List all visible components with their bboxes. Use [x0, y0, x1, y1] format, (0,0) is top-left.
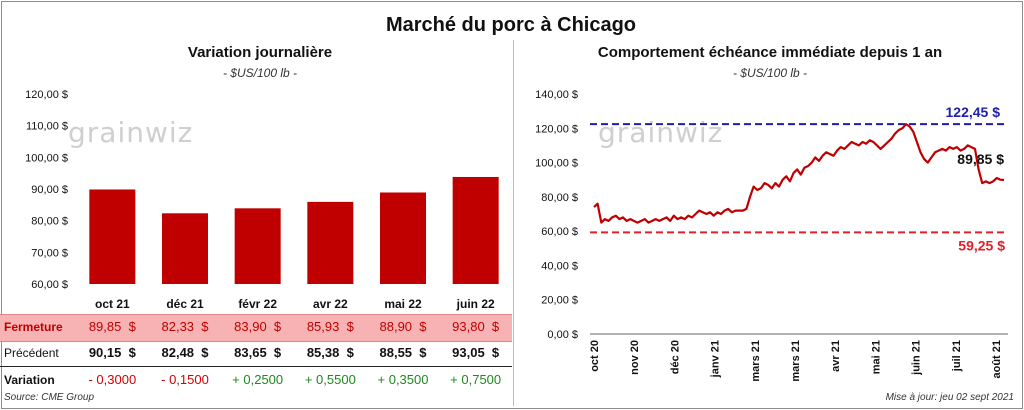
main-title: Marché du porc à Chicago	[385, 14, 637, 36]
y-tick-label: 70,00 $	[31, 247, 68, 259]
y-tick-label: 120,00 $	[535, 123, 578, 135]
bar	[380, 192, 426, 284]
table-cell: + 0,7500	[450, 372, 502, 387]
bar	[234, 208, 281, 284]
source-note: Source: CME Group	[4, 392, 95, 403]
series-line	[593, 122, 1005, 224]
x-tick-label: avr 21	[830, 340, 842, 372]
high-value-label: 122,45 $	[946, 104, 1001, 120]
x-tick-label: nov 20	[629, 340, 641, 375]
y-tick-label: 0,00 $	[547, 329, 578, 341]
table-cell: - 0,3000	[88, 372, 137, 387]
fermeture-row-background	[0, 314, 512, 342]
x-tick-label: juin 21	[911, 340, 923, 376]
y-tick-label: 20,00 $	[541, 295, 578, 307]
table-cell: 82,48 $	[161, 345, 209, 360]
y-tick-label: 100,00 $	[25, 152, 68, 164]
table-row-label: Variation	[4, 373, 55, 387]
y-tick-label: 80,00 $	[541, 192, 578, 204]
table-cell: 83,65 $	[234, 345, 282, 360]
low-value-label: 59,25 $	[958, 237, 1005, 253]
y-tick-label: 90,00 $	[31, 184, 68, 196]
x-category-label: mai 22	[384, 297, 422, 311]
x-category-label: déc 21	[166, 297, 204, 311]
x-category-label: juin 22	[456, 297, 495, 311]
x-tick-label: mars 21	[790, 340, 802, 382]
y-tick-label: 110,00 $	[26, 121, 68, 133]
table-cell: 85,93 $	[306, 319, 354, 334]
table-cell: 83,90 $	[234, 319, 282, 334]
table-row-label: Fermeture	[4, 320, 63, 334]
y-tick-label: 60,00 $	[541, 226, 578, 238]
x-tick-label: oct 20	[589, 340, 601, 372]
bar	[162, 213, 208, 284]
table-cell: 88,55 $	[379, 345, 427, 360]
table-cell: 93,80 $	[452, 319, 500, 334]
x-category-label: oct 21	[95, 297, 130, 311]
update-note: Mise à jour: jeu 02 sept 2021	[885, 392, 1014, 403]
table-cell: - 0,1500	[161, 372, 209, 387]
right-chart-title: Comportement échéance immédiate depuis 1…	[597, 44, 943, 61]
y-tick-label: 60,00 $	[31, 279, 68, 291]
x-tick-label: déc 20	[669, 340, 681, 374]
y-tick-label: 40,00 $	[541, 260, 578, 272]
bar	[452, 176, 499, 284]
table-row-label: Précédent	[4, 346, 59, 360]
table-cell: 90,15 $	[88, 345, 136, 360]
bar	[89, 189, 136, 284]
y-tick-label: 140,00 $	[535, 89, 578, 101]
panel-divider	[513, 40, 514, 406]
last-value-label: 89,85 $	[957, 151, 1004, 167]
grainwiz-logo-right: grainwiz	[598, 116, 724, 149]
table-cell: 89,85 $	[88, 319, 136, 334]
x-category-label: avr 22	[313, 297, 348, 311]
bar	[307, 201, 354, 284]
y-tick-label: 120,00 $	[25, 89, 68, 101]
variation-row-divider	[0, 366, 512, 367]
grainwiz-logo-left: grainwiz	[68, 116, 194, 149]
left-chart-title: Variation journalière	[187, 44, 333, 61]
table-cell: 93,05 $	[452, 345, 500, 360]
x-tick-label: mai 21	[870, 340, 882, 374]
table-cell: + 0,3500	[377, 372, 429, 387]
x-tick-label: août 21	[991, 340, 1003, 379]
table-cell: + 0,2500	[232, 372, 284, 387]
x-tick-label: janv 21	[710, 340, 722, 378]
right-chart-unit: - $US/100 lb -	[732, 66, 808, 80]
table-cell: + 0,5500	[304, 372, 356, 387]
table-cell: 82,33 $	[161, 319, 209, 334]
x-tick-label: juil 21	[951, 340, 963, 372]
x-category-label: févr 22	[238, 297, 277, 311]
y-tick-label: 80,00 $	[31, 216, 68, 228]
left-chart-unit: - $US/100 lb -	[222, 66, 298, 80]
table-cell: 88,90 $	[379, 319, 427, 334]
table-cell: 85,38 $	[306, 345, 354, 360]
y-tick-label: 100,00 $	[535, 158, 578, 170]
x-tick-label: mars 21	[750, 340, 762, 382]
